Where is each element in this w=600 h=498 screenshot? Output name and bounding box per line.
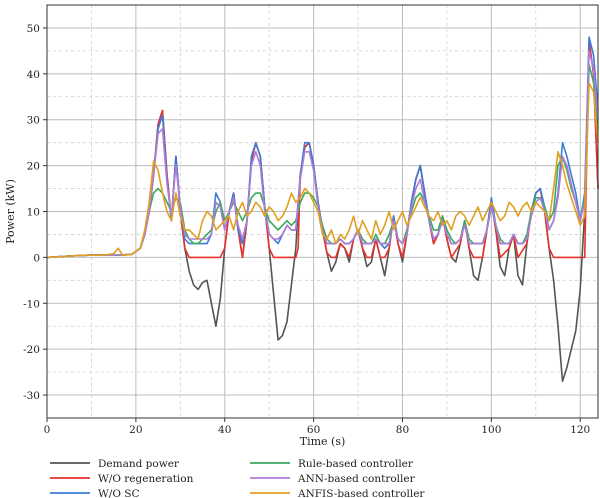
y-tick-label: 30 xyxy=(27,115,40,127)
legend-label: ANFIS-based controller xyxy=(297,488,425,498)
y-tick-label: -20 xyxy=(23,344,40,356)
legend-label: ANN-based controller xyxy=(297,473,416,485)
legend-label: Rule-based controller xyxy=(298,458,414,470)
legend: Demand power W/O regeneration W/O SC Rule-b… xyxy=(50,458,425,498)
x-axis-label: Time (s) xyxy=(300,435,346,448)
series-line-5 xyxy=(46,82,599,259)
series-line-4 xyxy=(46,50,599,259)
axis-ticks: -30 -20 -10 0 10 20 30 40 50 0 20 40 60 80 100 120 xyxy=(23,23,590,436)
y-tick-label: 50 xyxy=(27,23,40,35)
y-tick-label: 10 xyxy=(27,207,40,219)
y-tick-label: 20 xyxy=(27,161,40,173)
x-tick-label: 80 xyxy=(396,424,409,436)
y-tick-label: 0 xyxy=(33,252,40,264)
x-tick-label: 40 xyxy=(218,424,231,436)
x-tick-label: 20 xyxy=(129,424,142,436)
y-axis-label: Power (kW) xyxy=(4,179,17,244)
y-tick-label: -10 xyxy=(23,298,40,310)
y-tick-label: 40 xyxy=(27,69,40,81)
x-tick-label: 100 xyxy=(481,424,501,436)
x-tick-label: 0 xyxy=(44,424,51,436)
x-tick-label: 120 xyxy=(570,424,590,436)
series-lines xyxy=(46,36,599,383)
x-tick-label: 60 xyxy=(307,424,320,436)
legend-label: W/O SC xyxy=(98,488,140,498)
y-tick-label: -30 xyxy=(23,390,40,402)
legend-label: W/O regeneration xyxy=(98,473,194,485)
legend-label: Demand power xyxy=(98,458,180,470)
